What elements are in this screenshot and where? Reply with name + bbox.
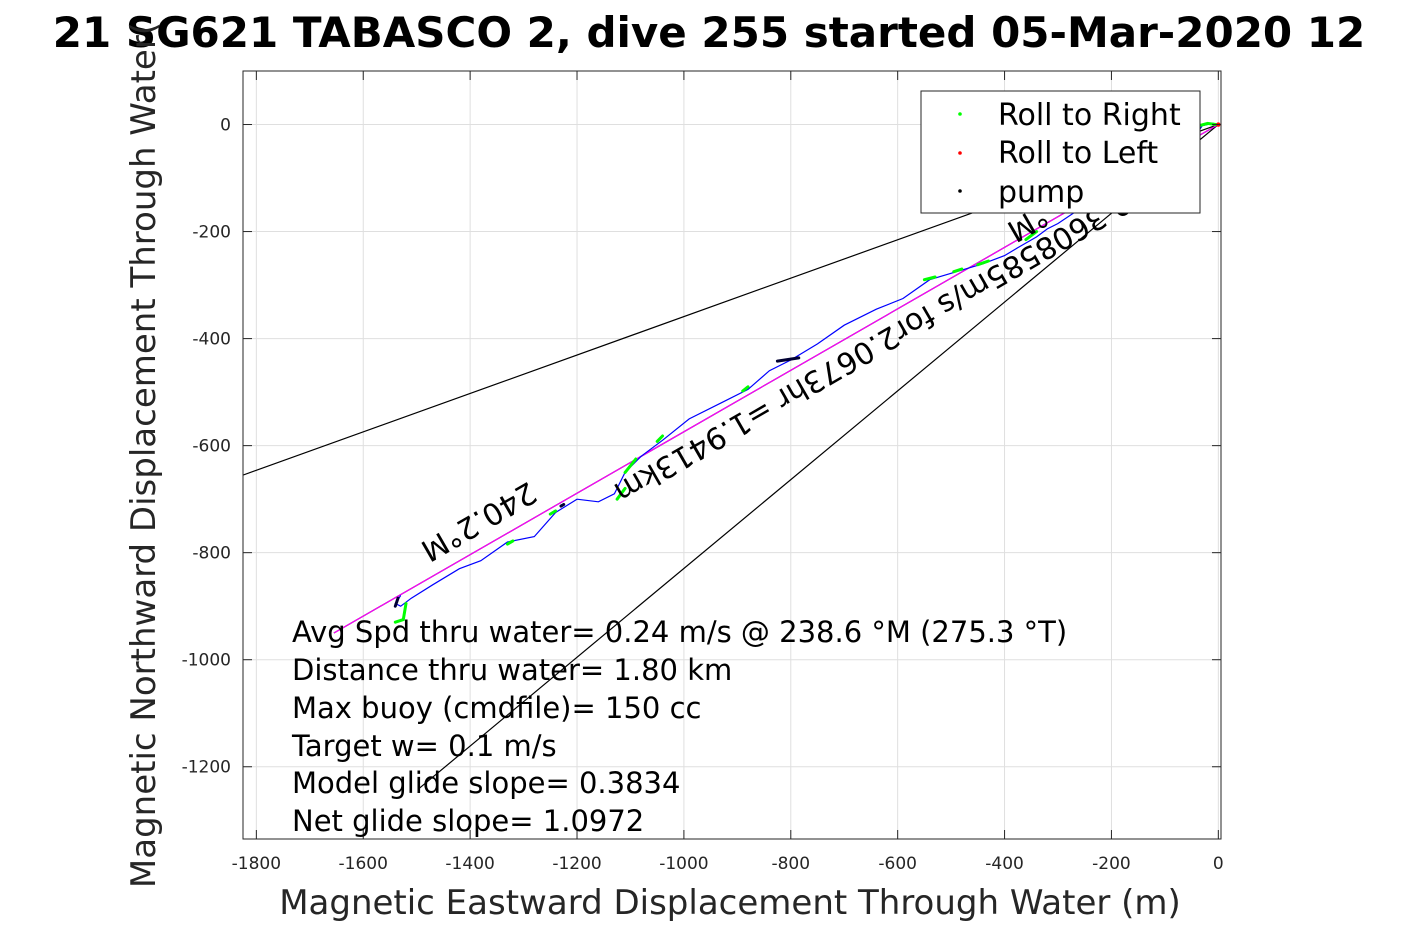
y-tick-label: -200 [192,223,231,243]
annotation-model-glide-slope: Model glide slope= 0.3834 [292,766,680,800]
y-tick-label: 0 [220,116,231,136]
roll-right-segment [655,434,664,443]
y-tick-labels: 0 -200 -400 -600 -800 -1000 -1200 [182,116,231,778]
roll-right-segment [922,275,937,282]
legend-label-pump: pump [998,175,1084,210]
legend-box [920,90,1201,214]
y-tick-label: -600 [192,437,231,457]
reference-line-2 [419,124,1219,789]
x-tick-label: -1000 [659,854,708,874]
x-tick-label: -800 [771,854,810,874]
plot-frame [242,70,1222,840]
x-tick-label: -1400 [445,854,494,874]
roll-right-segment [615,486,627,501]
tick-marks [243,71,1221,839]
legend-marker-roll-right [958,112,962,116]
x-tick-labels: -1800 -1600 -1400 -1200 -1000 -800 -600 -400 -20… [232,854,1224,874]
annotation-max-buoy: Max buoy (cmdfile)= 150 cc [292,691,701,725]
y-tick-label: -400 [192,330,231,350]
roll-right-segment [976,259,990,267]
annotation-target-w: Target w= 0.1 m/s [291,729,557,763]
roll-right-segment [506,539,515,546]
y-axis-label: Magnetic Northward Displacement Through … [124,22,164,888]
x-axis-label: Magnetic Eastward Displacement Through W… [279,883,1181,923]
pump-segment [559,503,566,508]
legend-label-roll-right: Roll to Right [998,98,1181,133]
x-tick-label: -1800 [232,854,281,874]
roll-right-segment [952,267,964,274]
roll-right-segment [741,385,750,393]
annotation-avg-speed: Avg Spd thru water= 0.24 m/s @ 238.6 °M … [292,615,1067,649]
y-tick-label: -1200 [182,758,231,778]
y-tick-label: -800 [192,544,231,564]
annotation-net-glide-slope: Net glide slope= 1.0972 [292,804,644,838]
legend-marker-pump [958,189,962,193]
x-tick-label: -1600 [339,854,388,874]
legend: Roll to Right Roll to Left pump [920,90,1201,214]
roll-right-segment [1024,230,1039,242]
annotation-distance: Distance thru water= 1.80 km [292,653,732,687]
legend-marker-roll-left [958,151,962,155]
roll-right-segment [623,457,638,474]
roll-right-segment [393,602,408,624]
x-tick-label: -1200 [552,854,601,874]
x-tick-label: -200 [1092,854,1131,874]
x-tick-label: -400 [985,854,1024,874]
x-tick-label: 0 [1213,854,1224,874]
pump-segment [393,596,400,608]
legend-label-roll-left: Roll to Left [998,136,1158,171]
chart-title: 21 SG621 TABASCO 2, dive 255 started 05-… [53,8,1365,57]
x-tick-label: -600 [878,854,917,874]
pump-segment [775,356,801,363]
roll-right-segment [548,509,558,516]
y-tick-label: -1000 [182,651,231,671]
stats-annotations: Avg Spd thru water= 0.24 m/s @ 238.6 °M … [291,615,1067,838]
